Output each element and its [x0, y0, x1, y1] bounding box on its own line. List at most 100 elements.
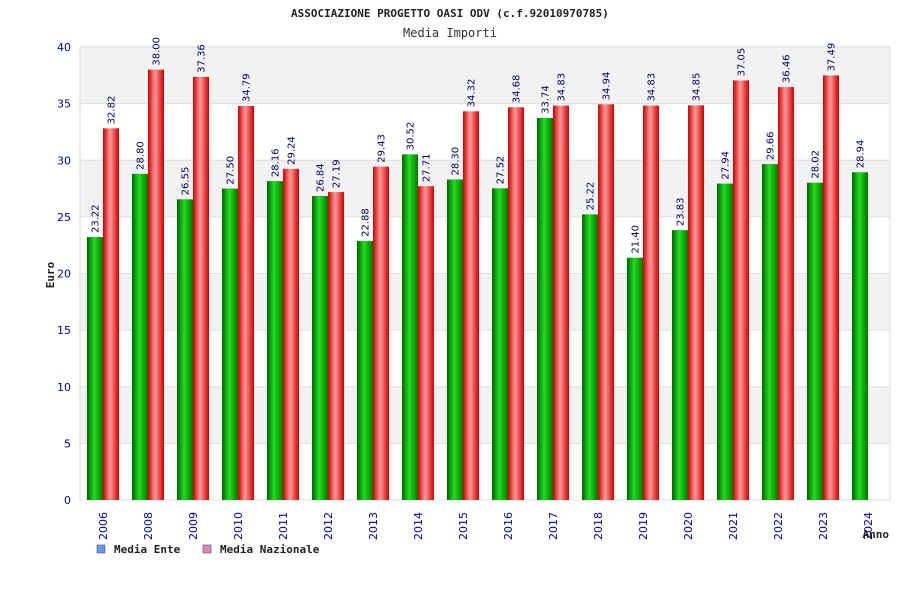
data-label: 36.46 — [782, 54, 793, 83]
data-label: 34.94 — [602, 72, 613, 101]
grid-band — [80, 216, 890, 274]
x-tick-label: 2016 — [502, 512, 515, 540]
bar — [762, 164, 778, 500]
bar — [373, 166, 389, 500]
data-label: 37.05 — [737, 48, 748, 77]
x-tick-label: 2009 — [187, 512, 200, 540]
bar — [598, 104, 614, 500]
data-label: 37.36 — [197, 44, 208, 73]
x-tick-label: 2012 — [322, 512, 335, 540]
y-tick-label: 10 — [57, 381, 71, 394]
bar — [328, 192, 344, 501]
chart-subtitle: Media Importi — [403, 26, 497, 40]
legend-swatch-media-nazionale — [202, 544, 212, 554]
data-label: 30.52 — [406, 122, 417, 151]
data-label: 23.22 — [91, 204, 102, 233]
data-label: 34.79 — [242, 73, 253, 102]
x-tick-label: 2010 — [232, 512, 245, 540]
bar — [193, 76, 209, 500]
bar — [283, 168, 299, 500]
grid-band — [80, 103, 890, 161]
data-label: 27.52 — [496, 156, 507, 185]
data-label: 34.85 — [692, 73, 703, 102]
bar — [852, 172, 868, 500]
bar — [823, 75, 839, 500]
data-label: 34.68 — [512, 75, 523, 104]
y-tick-label: 25 — [57, 211, 71, 224]
grid-band — [80, 330, 890, 387]
legend: Media Ente Media Nazionale — [96, 543, 320, 556]
bar — [778, 87, 794, 500]
data-label: 29.24 — [287, 136, 298, 165]
y-tick-label: 35 — [57, 98, 71, 111]
data-label: 29.43 — [377, 134, 388, 163]
x-tick-label: 2014 — [412, 512, 425, 540]
x-tick-label: 2013 — [367, 512, 380, 540]
bar — [222, 188, 238, 500]
data-label: 38.00 — [152, 37, 163, 66]
data-labels-group: 23.22 32.82 28.80 38.00 26.55 37.36 27.50 34.79… — [91, 37, 867, 254]
bar — [447, 179, 463, 500]
y-tick-label: 40 — [57, 41, 71, 54]
x-tick-label: 2019 — [637, 512, 650, 540]
data-label: 33.74 — [541, 85, 552, 114]
y-tick-label: 15 — [57, 324, 71, 337]
bar — [807, 182, 823, 500]
x-tick-label: 2022 — [772, 512, 785, 540]
bar — [148, 69, 164, 501]
x-axis-ticks: 2006 2008 2009 2010 2011 2012 2013 2014 2015 2016… — [97, 512, 875, 540]
bar — [312, 196, 328, 501]
data-label: 28.16 — [271, 148, 282, 177]
plot-area — [79, 46, 891, 501]
data-label: 27.71 — [422, 154, 433, 183]
bars-group — [87, 69, 868, 501]
chart-title: ASSOCIAZIONE PROGETTO OASI ODV (c.f.9201… — [291, 7, 609, 20]
bar — [733, 80, 749, 500]
y-tick-label: 0 — [64, 494, 71, 507]
grid-band — [80, 47, 890, 104]
data-label: 29.66 — [766, 131, 777, 160]
bar — [492, 188, 508, 500]
x-tick-label: 2008 — [142, 512, 155, 540]
bar — [103, 128, 119, 500]
data-label: 28.02 — [811, 150, 822, 179]
data-label: 28.30 — [451, 147, 462, 176]
bar — [132, 173, 148, 500]
x-tick-label: 2024 — [862, 512, 875, 540]
x-axis-label: Anno — [863, 528, 890, 541]
data-label: 32.82 — [107, 96, 118, 125]
bar — [177, 199, 193, 501]
data-label: 28.80 — [136, 141, 147, 170]
data-label: 27.19 — [332, 159, 343, 188]
bar — [267, 181, 283, 500]
x-tick-label: 2006 — [97, 512, 110, 540]
bar — [643, 105, 659, 501]
bar — [627, 257, 643, 500]
data-label: 34.83 — [647, 73, 658, 102]
legend-swatch-media-ente — [96, 544, 106, 554]
bar — [238, 106, 254, 501]
x-tick-label: 2017 — [547, 512, 560, 540]
data-label: 37.49 — [827, 43, 838, 72]
x-tick-label: 2011 — [277, 512, 290, 540]
grid-band — [80, 273, 890, 331]
bar — [357, 240, 373, 500]
y-tick-label: 30 — [57, 154, 71, 167]
grid-band — [80, 160, 890, 217]
x-tick-label: 2018 — [592, 512, 605, 540]
bar — [508, 107, 524, 501]
data-label: 21.40 — [631, 225, 642, 254]
bar — [717, 183, 733, 500]
data-label: 22.88 — [361, 208, 372, 237]
x-tick-label: 2023 — [817, 512, 830, 540]
data-label: 25.22 — [586, 182, 597, 211]
grid-band — [80, 443, 890, 500]
data-label: 27.94 — [721, 151, 732, 180]
y-axis-ticks: 0 5 10 15 20 25 30 35 40 — [57, 41, 71, 507]
data-label: 28.94 — [856, 140, 867, 169]
data-label: 26.55 — [181, 167, 192, 196]
bar — [463, 111, 479, 501]
bar — [688, 105, 704, 500]
y-axis-label: Euro — [44, 261, 57, 288]
x-tick-label: 2021 — [727, 512, 740, 540]
